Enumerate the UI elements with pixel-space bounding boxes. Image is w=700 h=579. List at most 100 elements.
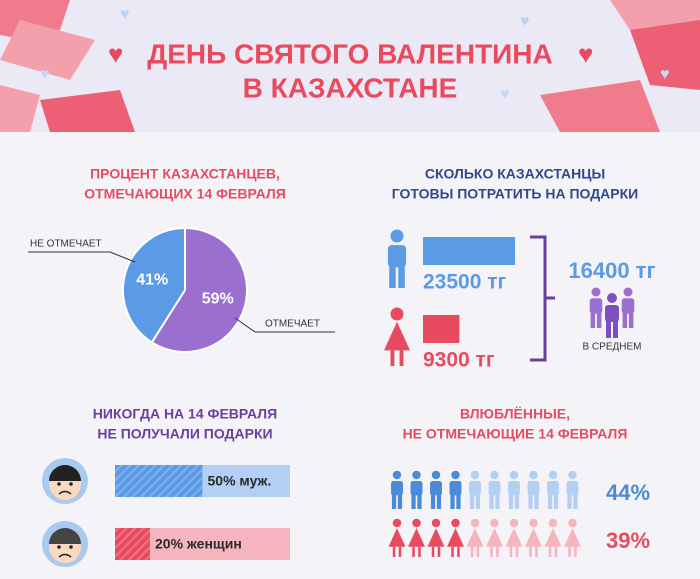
progress-fill — [115, 465, 203, 497]
icon-leg — [590, 312, 596, 328]
man-icon — [410, 470, 423, 509]
icon-body — [410, 480, 423, 496]
icon-leg — [613, 321, 618, 338]
pie-value-label: 59% — [202, 291, 234, 308]
icon-leg — [451, 546, 454, 557]
icon-leg — [548, 546, 552, 557]
icon-dress — [564, 528, 581, 547]
section-title: НИКОГДА НА 14 ФЕВРАЛЯ — [93, 406, 277, 422]
icon-head — [623, 287, 633, 297]
icon-leg — [475, 494, 481, 509]
face-hair — [49, 528, 81, 544]
category-label: ОТМЕЧАЕТ — [265, 319, 320, 330]
man-icon — [469, 470, 481, 509]
icon-leg — [397, 494, 403, 509]
icon-dress — [388, 528, 406, 547]
icon-leg — [469, 494, 475, 509]
man-icon — [605, 293, 619, 338]
svg-text:♥: ♥ — [578, 39, 593, 69]
svg-text:♥: ♥ — [120, 6, 130, 23]
icon-leg — [567, 494, 572, 509]
icon-leg — [622, 312, 628, 328]
pictogram-label: 39% — [606, 528, 650, 553]
icon-dress — [505, 528, 523, 547]
bracket — [530, 235, 555, 362]
icon-leg — [528, 494, 533, 509]
icon-leg — [411, 494, 416, 509]
mouth — [58, 490, 72, 495]
progress-fill — [115, 528, 150, 560]
eye — [69, 545, 73, 549]
icon-leg — [389, 265, 396, 288]
icon-leg — [418, 546, 421, 557]
icon-leg — [553, 494, 559, 509]
man-icon — [449, 470, 462, 509]
icon-leg — [390, 350, 395, 366]
icon-leg — [568, 546, 571, 557]
icon-leg — [554, 546, 558, 557]
woman-icon — [564, 518, 581, 557]
section-title: ГОТОВЫ ПОТРАТИТЬ НА ПОДАРКИ — [392, 186, 639, 202]
icon-leg — [535, 546, 538, 557]
icon-head — [509, 518, 519, 528]
man-icon — [621, 287, 635, 328]
bar — [423, 315, 460, 343]
icon-leg — [470, 546, 474, 557]
icon-dress — [408, 528, 425, 547]
icon-leg — [392, 546, 396, 557]
icon-head — [529, 470, 538, 480]
icon-leg — [431, 546, 435, 557]
pie-value-label: 41% — [136, 272, 168, 289]
woman-icon — [384, 307, 410, 366]
icon-leg — [490, 546, 493, 557]
svg-text:♥: ♥ — [108, 39, 123, 69]
icon-body — [547, 480, 559, 496]
icon-head — [529, 518, 538, 528]
icon-leg — [399, 350, 404, 366]
icon-leg — [574, 546, 577, 557]
progress-label: 50% муж. — [208, 473, 272, 489]
icon-leg — [476, 546, 480, 557]
icon-head — [470, 518, 480, 528]
category-label: НЕ ОТМЕЧАЕТ — [30, 239, 102, 250]
icon-dress — [486, 528, 503, 547]
icon-body — [566, 480, 579, 496]
svg-text:♥: ♥ — [40, 66, 50, 83]
icon-leg — [628, 312, 634, 328]
decor: ♥ ♥ ♥ ♥ ♥ ♥ ♥ — [0, 0, 700, 132]
man-icon — [430, 470, 442, 509]
woman-icon — [427, 518, 445, 557]
icon-leg — [412, 546, 415, 557]
average-caption: В СРЕДНЕМ — [582, 342, 641, 353]
icon-leg — [430, 494, 436, 509]
icon-body — [387, 245, 407, 268]
icon-leg — [436, 494, 442, 509]
icon-leg — [450, 494, 455, 509]
svg-text:♥: ♥ — [520, 13, 530, 30]
woman-icon — [466, 518, 484, 557]
pie-slice — [150, 226, 248, 353]
icon-leg — [391, 494, 397, 509]
icon-body — [391, 480, 403, 496]
icon-head — [451, 518, 460, 528]
icon-body — [449, 480, 462, 496]
pie-slice — [122, 226, 186, 344]
icon-body — [488, 480, 501, 496]
woman-icon — [408, 518, 425, 557]
bar-value-label: 9300 тг — [423, 349, 495, 372]
icon-dress — [544, 528, 562, 547]
svg-text:♥: ♥ — [500, 86, 510, 103]
icon-body — [469, 480, 481, 496]
bar-value-label: 23500 тг — [423, 271, 507, 294]
eye — [69, 482, 73, 486]
man-icon — [387, 229, 407, 288]
pictogram-row — [391, 470, 579, 509]
icon-head — [451, 470, 460, 480]
icon-head — [607, 293, 617, 303]
man-icon — [547, 470, 559, 509]
icon-leg — [437, 546, 441, 557]
section-title: СКОЛЬКО КАЗАХСТАНЦЫ — [425, 166, 605, 182]
icon-dress — [384, 321, 410, 351]
icon-head — [431, 470, 441, 480]
